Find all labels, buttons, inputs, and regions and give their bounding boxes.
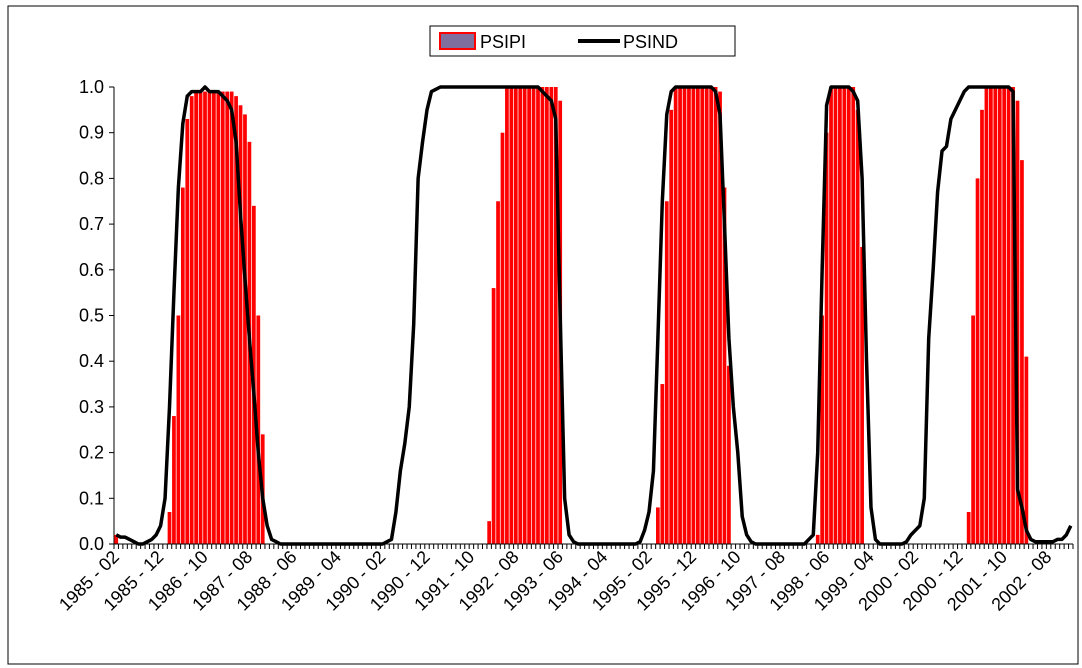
bar — [1011, 87, 1015, 544]
bar — [225, 91, 230, 544]
y-tick-label: 0.5 — [79, 306, 104, 326]
bar — [549, 87, 554, 544]
bar — [727, 365, 731, 544]
bar — [687, 87, 691, 544]
bar — [704, 87, 709, 544]
bar — [553, 87, 558, 544]
bar — [243, 114, 247, 545]
bar — [988, 87, 993, 544]
bar — [993, 87, 998, 544]
bar — [185, 118, 190, 545]
bar — [713, 87, 718, 544]
bar — [500, 132, 505, 544]
bar — [829, 87, 833, 544]
bar — [518, 87, 523, 544]
bar — [971, 315, 975, 544]
bar — [216, 91, 221, 544]
bar — [975, 178, 980, 544]
bar — [220, 91, 225, 544]
bar — [1024, 356, 1029, 544]
bar — [203, 91, 207, 544]
bar — [1020, 160, 1024, 544]
bar — [496, 201, 500, 544]
bar — [678, 87, 682, 544]
y-tick-label: 0.0 — [79, 534, 104, 554]
y-tick-label: 0.1 — [79, 488, 104, 508]
bar — [527, 87, 531, 544]
bar — [487, 521, 492, 544]
bar — [860, 246, 864, 544]
bar — [167, 512, 172, 544]
bar — [1002, 87, 1007, 544]
bar — [491, 288, 496, 544]
legend-swatch — [439, 32, 476, 50]
bar — [198, 91, 203, 544]
bar — [531, 87, 536, 544]
bar — [234, 96, 238, 544]
bar — [833, 87, 838, 544]
y-tick-label: 0.7 — [79, 214, 104, 234]
legend-label: PSIND — [623, 32, 678, 52]
bar — [709, 87, 714, 544]
y-tick-label: 1.0 — [79, 77, 104, 97]
y-tick-label: 0.3 — [79, 397, 104, 417]
bar — [656, 507, 660, 544]
bar — [1015, 100, 1020, 545]
bar — [513, 87, 518, 544]
bar — [660, 384, 665, 544]
bar — [509, 87, 514, 544]
bar — [207, 91, 212, 544]
bar — [673, 87, 678, 544]
bar — [820, 315, 825, 544]
y-tick-label: 0.9 — [79, 123, 104, 143]
line — [115, 85, 1073, 546]
bar — [682, 87, 687, 544]
y-tick-label: 0.2 — [79, 443, 104, 463]
bar — [114, 534, 119, 544]
bar — [545, 87, 549, 544]
y-tick-label: 0.8 — [79, 168, 104, 188]
bar — [966, 512, 971, 544]
y-tick-label: 0.4 — [79, 351, 104, 371]
bar — [1006, 87, 1011, 544]
bar — [846, 87, 851, 544]
bar — [824, 132, 829, 544]
bar — [212, 91, 216, 544]
bar — [855, 109, 860, 544]
bar — [176, 315, 181, 544]
bar — [172, 416, 176, 544]
bar — [691, 87, 696, 544]
legend-label: PSIPI — [480, 32, 526, 52]
bar — [505, 87, 509, 544]
bar — [669, 109, 674, 544]
bar — [815, 534, 820, 544]
y-tick-label: 0.6 — [79, 260, 104, 280]
bar — [997, 87, 1002, 544]
bar — [700, 87, 705, 544]
bar — [722, 187, 727, 545]
bar — [984, 87, 989, 544]
bar — [194, 91, 199, 544]
bar — [851, 87, 856, 544]
bar — [695, 87, 700, 544]
bar — [664, 201, 669, 544]
bar — [522, 87, 527, 544]
bar — [540, 87, 545, 544]
bar — [189, 96, 194, 544]
bar — [718, 91, 722, 544]
bar — [180, 187, 185, 545]
bar — [229, 91, 234, 544]
bar — [842, 87, 847, 544]
bar — [980, 109, 984, 544]
bar — [536, 87, 540, 544]
bar — [838, 87, 842, 544]
bar — [238, 105, 243, 544]
